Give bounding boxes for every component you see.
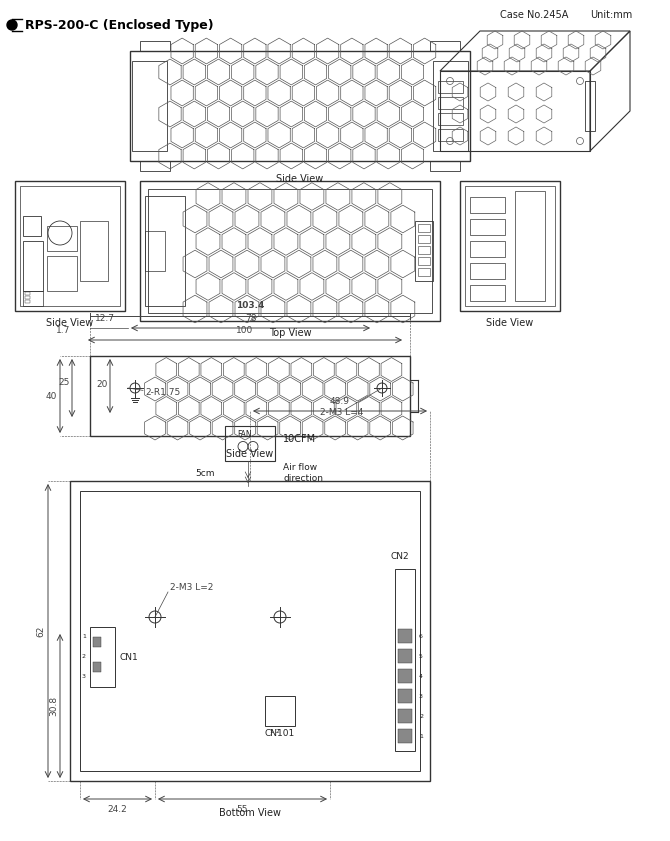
Text: 5: 5 (419, 653, 423, 659)
Text: Side View: Side View (46, 318, 94, 328)
Bar (470, 285, 505, 301)
Bar (470, 219, 505, 235)
Bar (585, 81, 595, 131)
Bar (418, 257, 430, 265)
Text: 5cm: 5cm (196, 468, 215, 478)
Bar (225, 426, 275, 461)
Bar (418, 235, 430, 243)
Text: 48.9: 48.9 (330, 397, 350, 406)
Bar (470, 197, 505, 213)
Bar (90, 356, 410, 436)
Bar (430, 161, 460, 171)
Text: 12.7: 12.7 (95, 314, 115, 323)
Bar (470, 241, 505, 257)
Text: 25: 25 (59, 378, 70, 387)
Text: Top View: Top View (269, 328, 312, 338)
Bar (140, 161, 170, 171)
Bar (145, 196, 185, 306)
Bar (398, 629, 412, 643)
Bar (418, 268, 430, 276)
Text: Air flow
direction: Air flow direction (283, 463, 323, 483)
Bar (15, 181, 125, 311)
Bar (430, 41, 460, 51)
Text: 55: 55 (237, 805, 249, 814)
Bar (433, 61, 468, 151)
Bar (23, 216, 41, 236)
Bar (515, 191, 545, 301)
Bar (438, 97, 463, 109)
Text: 2: 2 (82, 654, 86, 659)
Circle shape (7, 20, 17, 30)
Bar (415, 221, 433, 281)
Text: CN1: CN1 (120, 653, 139, 662)
Bar (460, 181, 560, 311)
Bar (23, 291, 43, 306)
Text: RPS-200-C (Enclosed Type): RPS-200-C (Enclosed Type) (25, 19, 214, 31)
Text: 20: 20 (96, 379, 108, 389)
Text: 100: 100 (237, 326, 254, 335)
Text: Side View: Side View (226, 449, 273, 459)
Bar (80, 491, 420, 771)
Bar (130, 51, 470, 161)
Text: 4: 4 (419, 674, 423, 679)
Bar (23, 241, 43, 291)
Text: 1.7: 1.7 (56, 326, 70, 335)
Bar (418, 224, 430, 232)
Bar (395, 569, 415, 751)
Text: 30.8: 30.8 (49, 696, 58, 716)
Text: 40: 40 (46, 392, 57, 400)
Text: 2: 2 (419, 713, 423, 718)
Bar (398, 709, 412, 723)
Bar (25, 300, 30, 303)
Bar (47, 226, 77, 251)
Bar (398, 689, 412, 703)
Bar (398, 649, 412, 663)
Text: Unit:mm: Unit:mm (590, 10, 632, 20)
Text: CN101: CN101 (265, 729, 295, 738)
Bar (25, 296, 30, 299)
Bar (470, 263, 505, 279)
Text: 10CFM: 10CFM (283, 433, 316, 443)
Bar (265, 696, 295, 726)
Text: 78: 78 (245, 314, 256, 323)
Text: 6: 6 (419, 633, 423, 638)
Text: FAN: FAN (238, 430, 253, 438)
Text: 103.4: 103.4 (236, 301, 264, 310)
Text: 2-M3 L=2: 2-M3 L=2 (170, 583, 213, 591)
Text: Side View: Side View (276, 174, 324, 184)
Bar (398, 669, 412, 683)
Bar (25, 292, 30, 295)
Text: 3: 3 (419, 694, 423, 699)
Bar (20, 186, 120, 306)
Bar (418, 246, 430, 254)
Text: Side View: Side View (486, 318, 533, 328)
Bar (80, 221, 108, 281)
Bar (93, 637, 101, 647)
Bar (132, 61, 167, 151)
Text: CN2: CN2 (391, 552, 409, 561)
Text: 2-R1.75: 2-R1.75 (145, 388, 180, 396)
Bar (70, 481, 430, 781)
Text: 2-M3 L=4: 2-M3 L=4 (320, 408, 363, 416)
Bar (148, 189, 432, 313)
Bar (93, 662, 101, 672)
Text: 1 2: 1 2 (270, 729, 280, 734)
Bar (145, 231, 165, 271)
Text: Bottom View: Bottom View (219, 808, 281, 818)
Bar (438, 113, 463, 125)
Bar (398, 729, 412, 743)
Bar (47, 256, 77, 291)
Text: 62: 62 (36, 626, 45, 637)
Text: 1: 1 (419, 733, 423, 738)
Bar (438, 81, 463, 93)
Text: Case No.245A: Case No.245A (500, 10, 568, 20)
Bar (90, 627, 115, 687)
Bar (140, 181, 440, 321)
Bar (140, 41, 170, 51)
Text: 1: 1 (82, 634, 86, 639)
Bar (465, 186, 555, 306)
Text: 3: 3 (82, 674, 86, 680)
Bar (438, 129, 463, 141)
Text: 24.2: 24.2 (108, 805, 127, 814)
